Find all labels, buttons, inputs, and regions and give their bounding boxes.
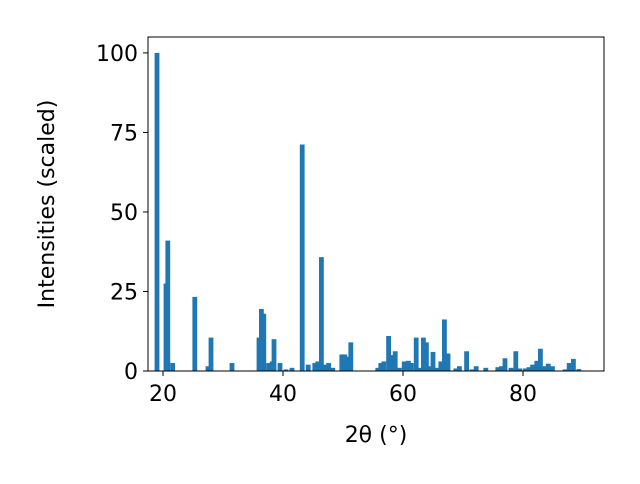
bar — [389, 355, 395, 371]
bar — [277, 363, 283, 371]
y-tick-label: 100 — [96, 42, 138, 67]
bar — [413, 337, 419, 371]
bar — [530, 364, 535, 371]
bar — [378, 363, 384, 371]
bar — [576, 369, 582, 371]
bar — [165, 240, 171, 371]
bar — [381, 361, 387, 371]
bar — [499, 366, 504, 371]
bar — [192, 296, 198, 371]
bar — [430, 351, 436, 371]
y-tick-label: 75 — [110, 121, 138, 146]
bar — [283, 369, 289, 371]
bar — [406, 360, 411, 371]
bar — [205, 366, 211, 371]
bar — [392, 351, 398, 371]
bar — [289, 367, 295, 371]
bar — [534, 360, 540, 371]
bar — [513, 351, 519, 371]
bar — [375, 367, 381, 371]
bar — [417, 367, 423, 371]
bar — [457, 366, 462, 371]
bar — [571, 358, 576, 371]
x-tick-label: 40 — [269, 382, 297, 407]
bar — [550, 366, 555, 371]
bar — [421, 337, 426, 371]
bar — [386, 336, 391, 371]
bar — [229, 363, 235, 371]
y-tick-label: 0 — [124, 360, 138, 385]
bar — [319, 257, 324, 371]
y-axis-label: Intensities (scaled) — [35, 100, 60, 309]
bar — [545, 363, 551, 371]
x-tick-label: 80 — [509, 382, 537, 407]
bar — [154, 52, 160, 372]
bar — [266, 363, 271, 371]
bar — [427, 366, 432, 371]
bar — [261, 313, 267, 371]
bar — [495, 367, 501, 371]
bar — [566, 363, 572, 371]
bar — [434, 367, 440, 371]
bar — [208, 337, 214, 371]
bar — [542, 366, 547, 371]
bar — [326, 363, 331, 371]
bar — [339, 354, 345, 371]
bar — [330, 367, 336, 371]
bar — [438, 361, 444, 371]
bar — [348, 342, 354, 371]
bar — [170, 363, 175, 371]
bar — [562, 369, 568, 371]
bar — [469, 369, 475, 371]
bar — [409, 363, 414, 371]
bar — [299, 144, 305, 371]
bar — [305, 364, 311, 371]
bar — [322, 364, 328, 371]
bar — [464, 351, 469, 371]
bar — [315, 361, 321, 371]
bar — [342, 354, 348, 371]
bar — [271, 339, 277, 371]
bar — [508, 367, 514, 371]
bar — [424, 342, 429, 371]
bar — [453, 368, 459, 371]
bar — [523, 368, 528, 371]
bar — [473, 366, 479, 371]
bar — [345, 356, 351, 371]
bar — [483, 367, 489, 371]
x-axis-label: 2θ (°) — [345, 423, 408, 448]
bar — [442, 319, 447, 371]
plot-frame — [147, 36, 605, 372]
bar — [517, 368, 523, 371]
bar — [502, 358, 508, 371]
x-tick-label: 60 — [389, 382, 417, 407]
bar — [445, 353, 451, 371]
y-tick-label: 25 — [110, 280, 138, 305]
x-tick-label: 20 — [149, 382, 177, 407]
bar — [401, 361, 407, 371]
bar — [397, 367, 402, 371]
bar — [526, 367, 532, 371]
bar — [312, 363, 318, 371]
bar — [538, 348, 543, 371]
y-tick-label: 50 — [110, 201, 138, 226]
